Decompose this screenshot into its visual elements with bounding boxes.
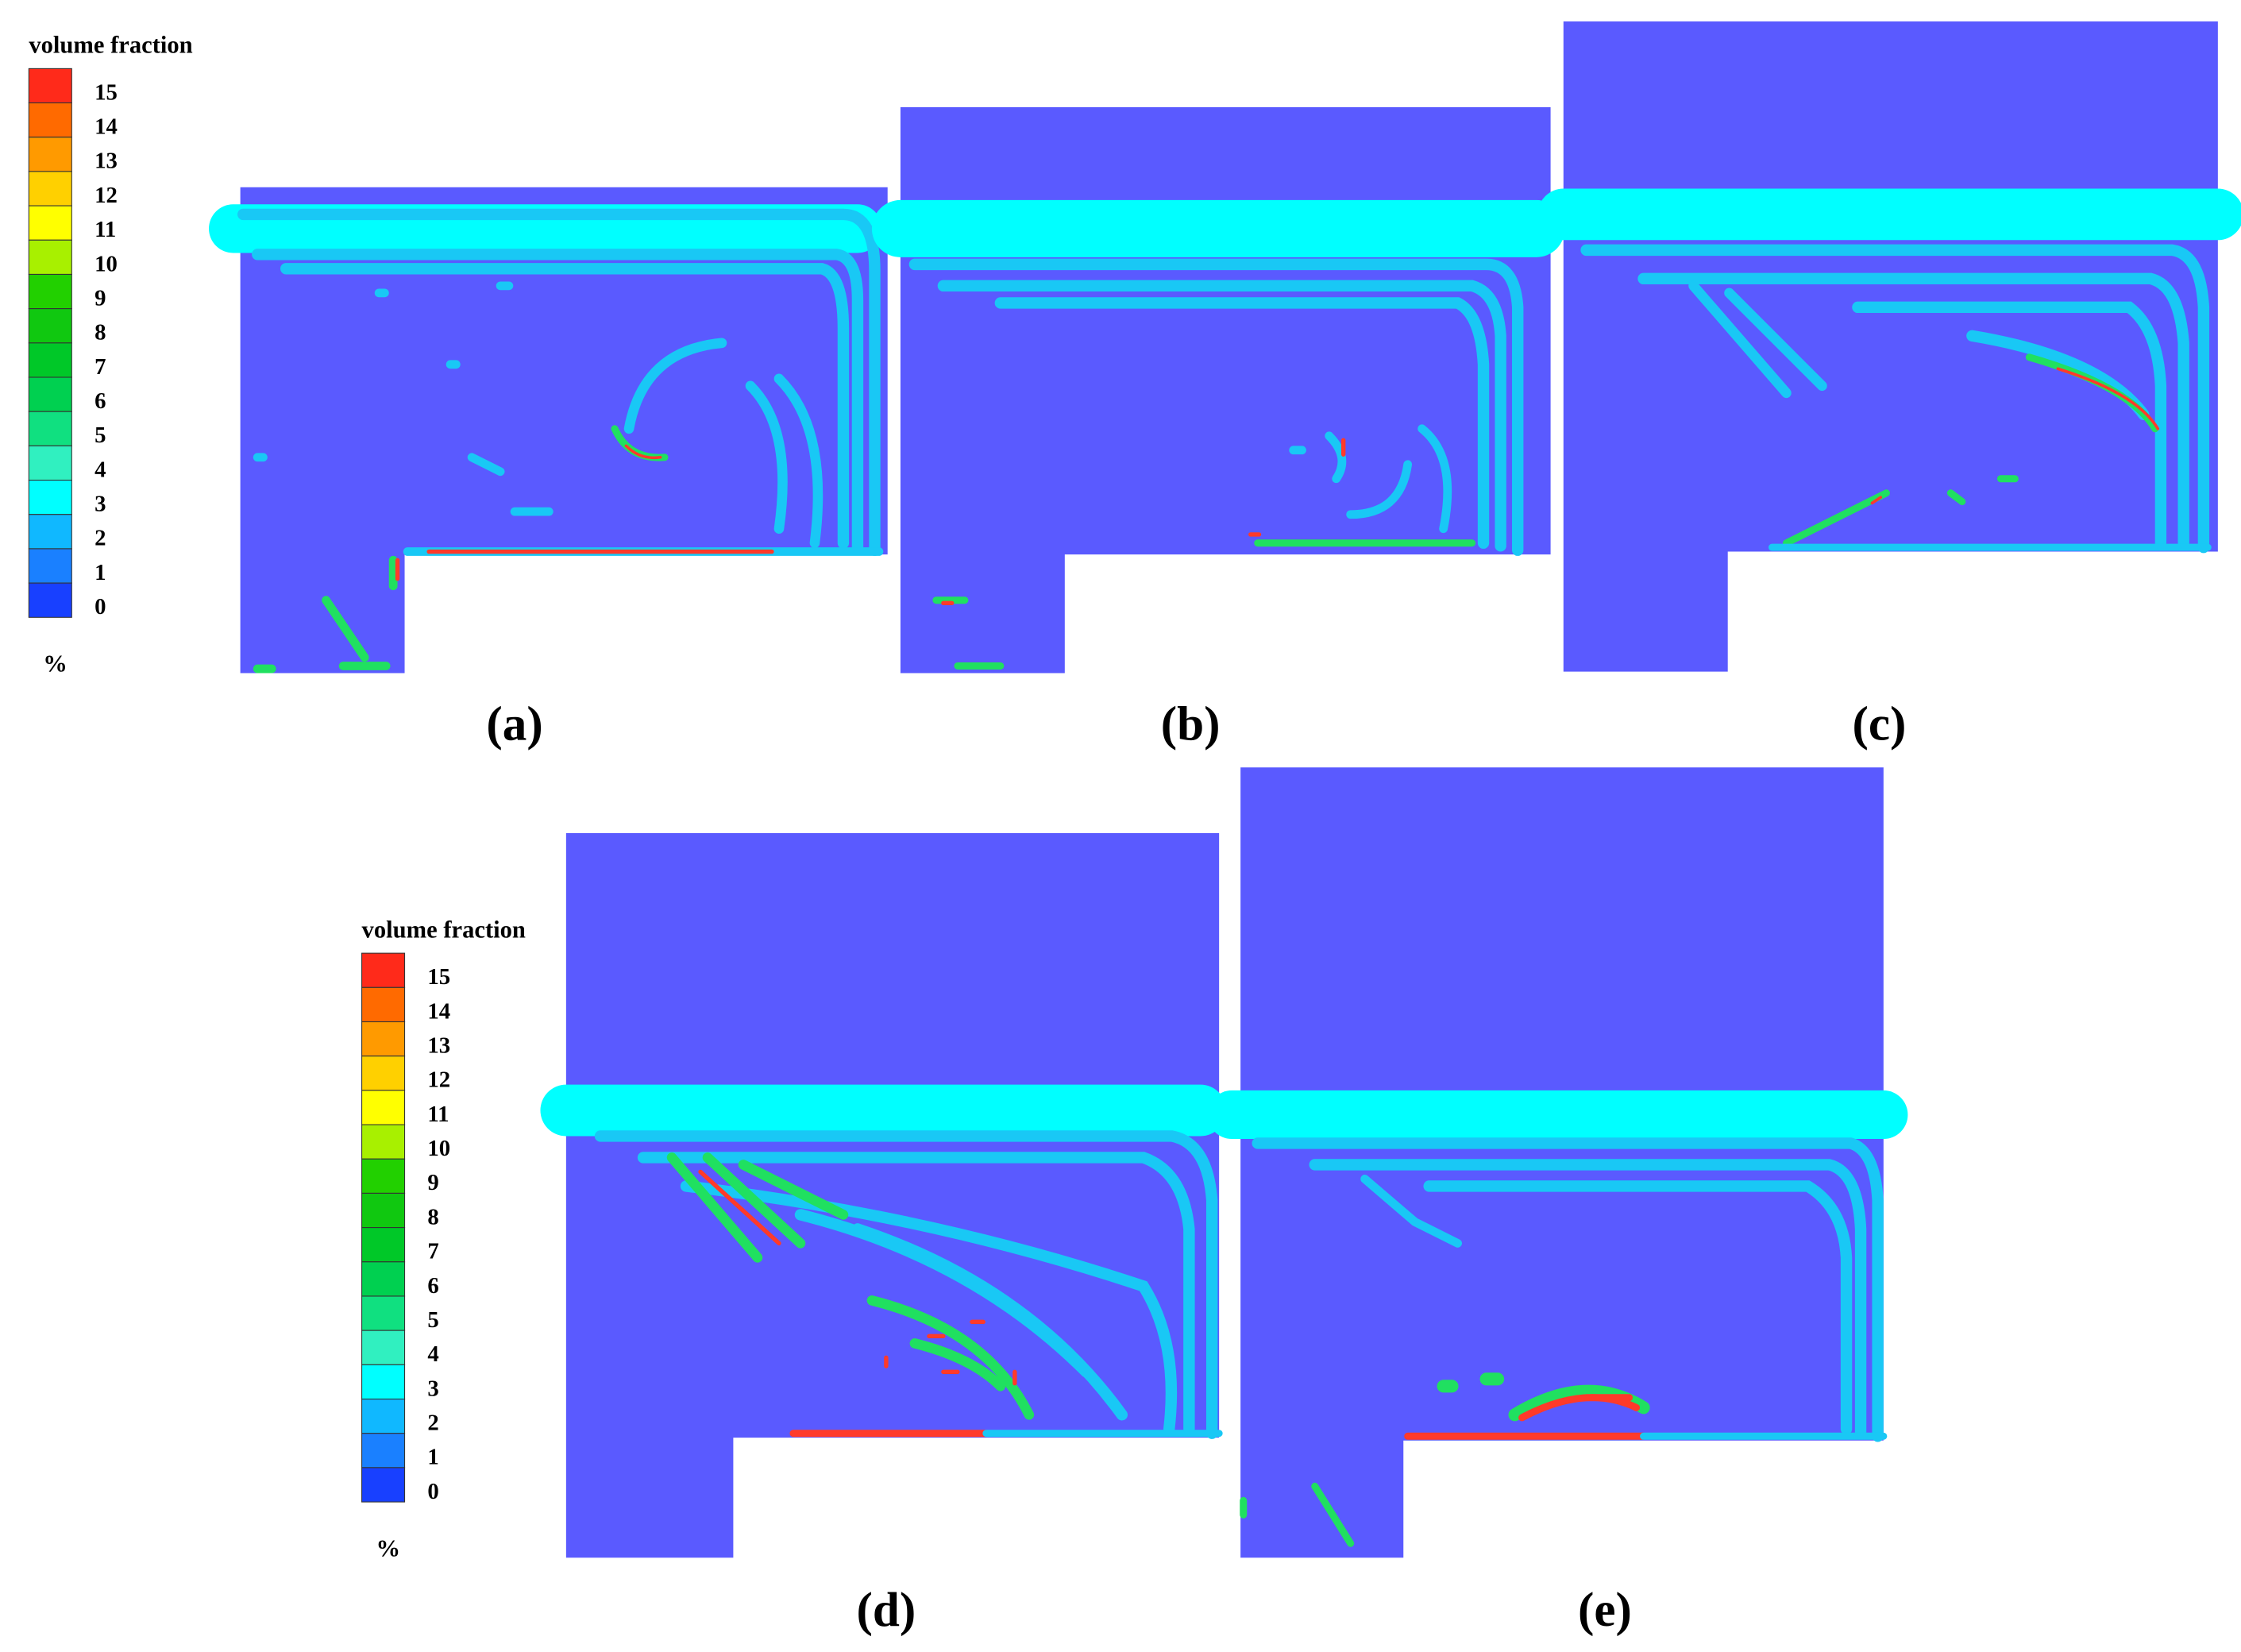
legend-value: 15 <box>427 964 450 990</box>
panel-label: (b) <box>1161 697 1221 751</box>
legend-swatch <box>361 1227 406 1263</box>
legend-swatch <box>28 342 72 378</box>
legend-value: 14 <box>427 998 450 1024</box>
legend-title: volume fraction <box>362 916 526 943</box>
legend-value: 0 <box>94 594 106 620</box>
legend-value: 4 <box>94 457 106 482</box>
legend-swatch <box>28 308 72 344</box>
legend-swatch <box>361 1433 406 1469</box>
panel-a <box>209 187 888 674</box>
legend-swatch <box>361 1364 406 1400</box>
panel-label: (d) <box>857 1583 916 1637</box>
legend-swatch <box>28 514 72 550</box>
legend-value: 12 <box>94 183 118 208</box>
legend-value: 7 <box>94 354 106 380</box>
legend-swatch <box>361 1056 406 1091</box>
legend-value: 10 <box>94 251 118 276</box>
panel-d <box>540 832 1227 1558</box>
legend-value: 1 <box>94 560 106 585</box>
legend-value: 13 <box>94 149 118 174</box>
legend-value: 7 <box>427 1239 438 1264</box>
legend-value: 3 <box>427 1376 438 1401</box>
legend-swatch <box>28 239 72 276</box>
legend-swatch <box>28 273 72 310</box>
legend-value: 1 <box>427 1445 438 1470</box>
panel-label: (a) <box>486 697 542 751</box>
panel-c <box>1537 21 2241 672</box>
legend-value: 10 <box>427 1136 450 1161</box>
legend-swatch <box>361 1021 406 1057</box>
legend-swatch <box>361 952 406 988</box>
legend-unit: % <box>376 1534 401 1561</box>
legend-value: 14 <box>94 114 118 140</box>
legend-value: 2 <box>427 1411 438 1436</box>
legend-swatch <box>361 1158 406 1194</box>
legend-unit: % <box>43 650 68 677</box>
legend-swatch <box>361 1192 406 1229</box>
legend-value: 8 <box>427 1204 438 1229</box>
legend-swatch <box>361 1124 406 1160</box>
legend-swatch <box>361 986 406 1023</box>
legend-value: 11 <box>427 1102 449 1127</box>
legend-value: 8 <box>94 320 106 345</box>
legend-swatch <box>361 1398 406 1434</box>
legend-value: 15 <box>94 79 118 105</box>
legend-swatch <box>28 205 72 241</box>
legend-value: 9 <box>94 285 106 311</box>
legend-swatch <box>361 1330 406 1365</box>
panel-e <box>1207 767 1908 1558</box>
legend-swatch <box>28 411 72 446</box>
legend-value: 0 <box>427 1479 438 1504</box>
legend-swatch <box>28 68 72 104</box>
legend-swatch <box>28 137 72 172</box>
legend-value: 9 <box>427 1170 438 1195</box>
legend-value: 6 <box>94 388 106 414</box>
legend-swatch <box>28 582 72 618</box>
legend-value: 11 <box>94 217 116 242</box>
legend-swatch <box>28 102 72 138</box>
legend-value: 2 <box>94 526 106 551</box>
legend-swatch <box>28 445 72 481</box>
panel-label: (c) <box>1852 697 1906 751</box>
legend-title: volume fraction <box>29 32 192 59</box>
legend-swatch <box>361 1090 406 1125</box>
legend-value: 5 <box>427 1307 438 1333</box>
panel-b <box>871 106 1565 674</box>
legend-value: 4 <box>427 1341 438 1367</box>
legend-value: 5 <box>94 423 106 448</box>
legend-swatch <box>361 1295 406 1331</box>
legend-swatch <box>28 171 72 206</box>
legend-swatch <box>28 376 72 412</box>
legend-swatch <box>361 1261 406 1297</box>
legend-value: 6 <box>427 1273 438 1299</box>
legend-value: 12 <box>427 1067 450 1093</box>
legend-value: 3 <box>94 492 106 517</box>
panel-label: (e) <box>1578 1583 1632 1637</box>
legend-swatch <box>28 480 72 515</box>
legend-swatch <box>361 1467 406 1503</box>
legend-swatch <box>28 548 72 584</box>
legend-value: 13 <box>427 1033 450 1059</box>
